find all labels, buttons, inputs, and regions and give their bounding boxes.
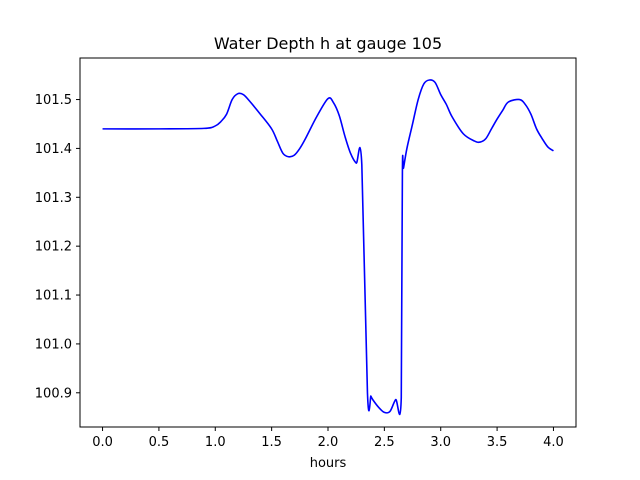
y-tick-label: 100.9 [35,386,72,401]
x-tick-label: 2.0 [318,435,339,450]
x-tick-label: 4.0 [543,435,564,450]
x-tick-label: 0.0 [92,435,113,450]
y-tick-label: 101.4 [35,142,72,157]
chart-title: Water Depth h at gauge 105 [214,34,442,53]
plot-area [102,79,554,416]
x-tick-label: 1.5 [261,435,282,450]
x-axis-label: hours [310,456,347,471]
x-tick-label: 3.5 [487,435,508,450]
y-tick-label: 101.1 [35,289,72,304]
y-tick-label: 101.2 [35,240,72,255]
x-tick-label: 2.5 [374,435,395,450]
x-tick-label: 0.5 [149,435,170,450]
x-tick-label: 3.0 [430,435,451,450]
x-axis: 0.0 0.5 1.0 1.5 2.0 2.5 3.0 3.5 4.0 [92,427,564,450]
y-axis: 100.9 101.0 101.1 101.2 101.3 101.4 101.5 [35,93,80,401]
y-tick-label: 101.3 [35,191,72,206]
x-tick-label: 1.0 [205,435,226,450]
y-tick-label: 101.5 [35,93,72,108]
y-tick-label: 101.0 [35,337,72,352]
series-line [102,79,554,416]
